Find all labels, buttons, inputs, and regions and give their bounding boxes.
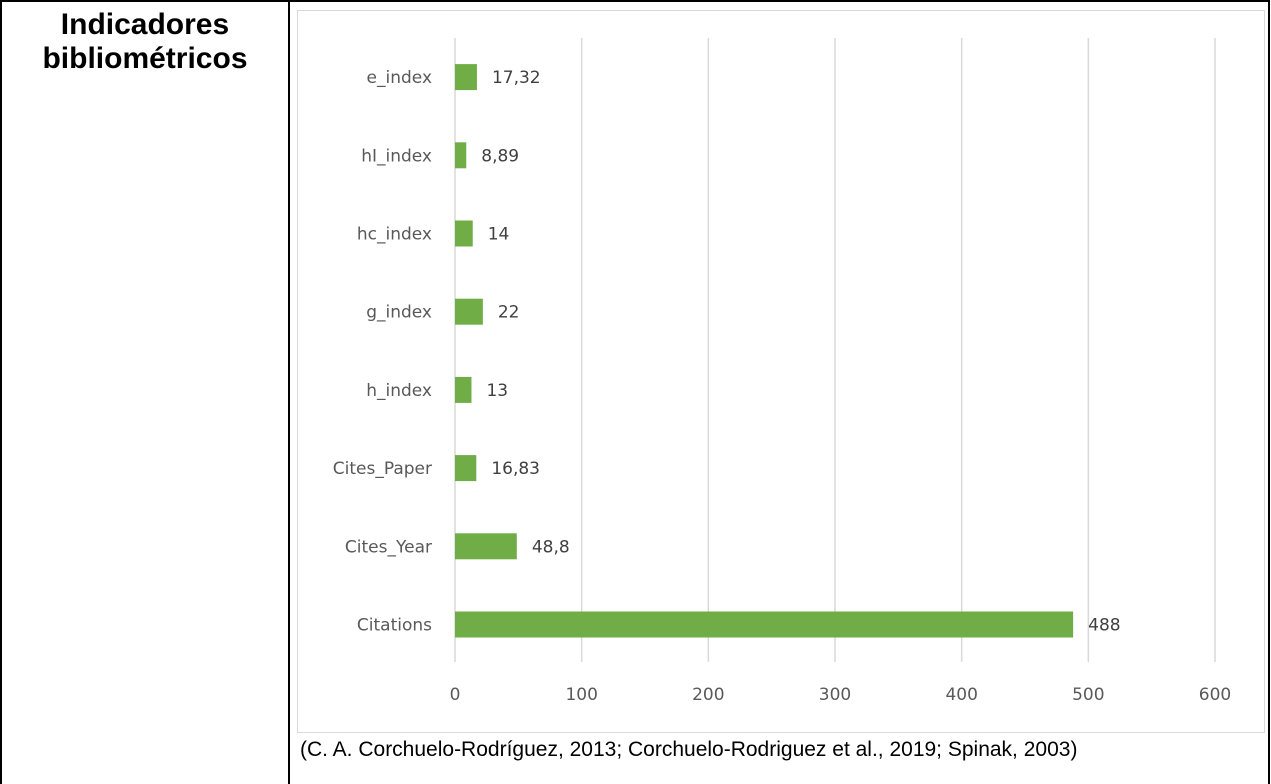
category-label: Citations: [357, 616, 432, 636]
chart-frame: [297, 10, 1265, 733]
x-tick-label: 0: [450, 685, 461, 705]
source-caption: (C. A. Corchuelo-Rodríguez, 2013; Corchu…: [300, 738, 1078, 761]
data-label: 48,8: [532, 537, 570, 557]
x-tick-label: 300: [819, 685, 851, 705]
bar: [455, 533, 517, 560]
bar: [455, 376, 472, 403]
category-label: Cites_Paper: [333, 459, 432, 479]
x-tick-label: 600: [1199, 685, 1231, 705]
data-label: 14: [488, 225, 510, 245]
category-label: e_index: [367, 68, 432, 88]
bar: [455, 455, 477, 482]
bar: [455, 220, 473, 247]
bar: [455, 142, 467, 169]
category-label: hc_index: [357, 225, 432, 245]
category-label: h_index: [366, 381, 432, 401]
row-header: Indicadores bibliométricos: [42, 8, 248, 75]
x-tick-label: 200: [692, 685, 724, 705]
x-tick-label: 400: [945, 685, 977, 705]
data-label: 17,32: [492, 68, 541, 88]
data-label: 488: [1088, 616, 1120, 636]
category-label: g_index: [366, 303, 432, 323]
category-label: hI_index: [361, 146, 432, 166]
bar: [455, 298, 483, 325]
bar: [455, 64, 477, 91]
data-label: 16,83: [491, 459, 540, 479]
data-label: 13: [486, 381, 508, 401]
x-tick-label: 100: [565, 685, 597, 705]
x-tick-label: 500: [1072, 685, 1104, 705]
data-label: 22: [498, 303, 520, 323]
data-label: 8,89: [481, 146, 519, 166]
bar: [455, 611, 1074, 638]
column-divider: [288, 0, 290, 784]
category-label: Cites_Year: [345, 537, 432, 557]
